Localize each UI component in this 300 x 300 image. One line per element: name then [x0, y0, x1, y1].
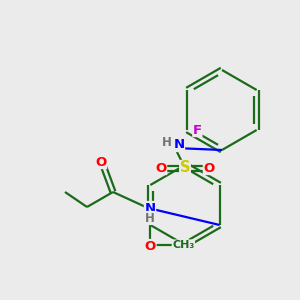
Text: O: O [95, 155, 106, 169]
Text: H: H [162, 136, 172, 148]
Text: H: H [145, 212, 155, 224]
Text: N: N [144, 202, 156, 214]
Text: CH₃: CH₃ [172, 240, 194, 250]
Text: F: F [193, 124, 202, 136]
Text: O: O [155, 161, 167, 175]
Text: S: S [180, 160, 190, 175]
Text: N: N [173, 139, 184, 152]
Text: O: O [203, 161, 214, 175]
Text: O: O [145, 239, 156, 253]
